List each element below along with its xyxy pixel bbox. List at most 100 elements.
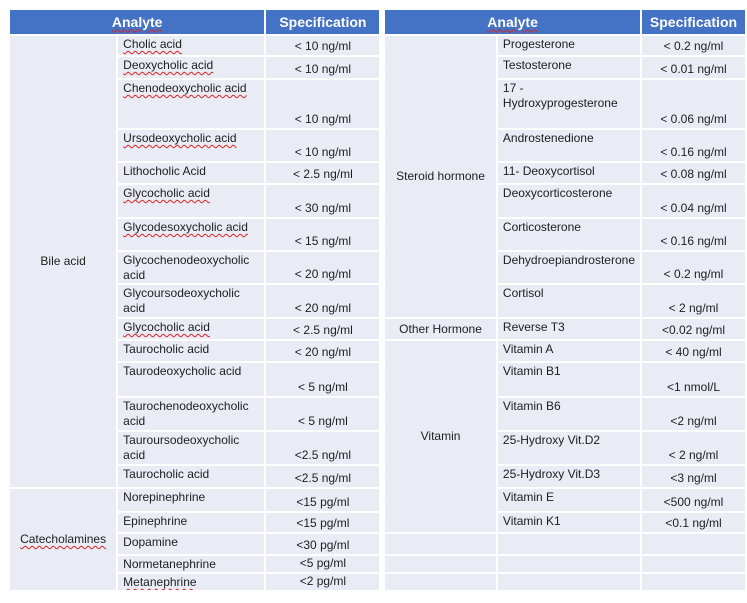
analyte-name-text: Vitamin K1 — [502, 514, 561, 528]
specification-value: <2 ng/ml — [640, 396, 747, 432]
column-gap — [380, 218, 385, 251]
specification-value: < 0.16 ng/ml — [640, 217, 747, 252]
table-row: Glycoursodeoxycholic acid < 20 ng/ml Corti… — [9, 283, 747, 319]
specification-value: <500 ng/ml — [640, 487, 747, 513]
specification-value: < 0.04 ng/ml — [640, 183, 747, 219]
specification-value: < 0.2 ng/ml — [640, 34, 747, 57]
empty-cell — [383, 532, 498, 556]
column-gap — [380, 431, 385, 465]
analyte-name-text: Glycochenodeoxycholic acid — [123, 253, 250, 282]
analyte-name-text: Glycodesoxycholic acid — [123, 220, 248, 234]
table-row: Epinephrine <15 pg/ml Vitamin K1 <0.1 ng/ml — [9, 511, 747, 534]
analyte-name-text: 25-Hydroxy Vit.D3 — [502, 467, 601, 481]
specification-value-text: < 0.01 ng/ml — [660, 62, 727, 76]
specification-value-text: < 2 ng/ml — [668, 301, 719, 315]
analyte-name: Lithocholic Acid — [116, 161, 267, 185]
specification-value: < 20 ng/ml — [264, 250, 382, 285]
analyte-name-text: Taurodeoxycholic acid — [123, 364, 242, 378]
column-gap — [380, 318, 385, 340]
analyte-name: Norepinephrine — [116, 487, 267, 513]
specification-value-text: < 10 ng/ml — [294, 39, 352, 53]
column-gap — [380, 573, 385, 591]
specification-value-text: < 2.5 ng/ml — [293, 167, 353, 181]
analyte-name: Epinephrine — [116, 511, 267, 534]
empty-cell — [495, 554, 643, 574]
analyte-name: Chenodeoxycholic acid — [116, 78, 267, 130]
specification-value: <2.5 ng/ml — [264, 430, 382, 466]
analyte-name: Glycochenodeoxycholic acid — [116, 250, 267, 285]
analyte-name: Dopamine — [116, 532, 267, 556]
header-analyte-right: Analyte — [383, 8, 642, 36]
specification-value: < 20 ng/ml — [264, 339, 382, 363]
specification-value-text: <3 ng/ml — [670, 471, 717, 485]
analyte-name: Corticosterone — [495, 217, 643, 252]
specification-value-text: <0.1 ng/ml — [665, 516, 722, 530]
specification-value-text: <15 pg/ml — [296, 495, 350, 509]
column-gap — [380, 512, 385, 533]
analyte-name-text: Deoxycorticosterone — [502, 186, 613, 200]
group-label: Catecholamines — [7, 487, 119, 592]
analyte-name: 17 - Hydroxyprogesterone — [495, 78, 643, 130]
analyte-name-text: Testosterone — [502, 58, 572, 72]
specification-value-text: < 10 ng/ml — [294, 112, 352, 126]
empty-cell — [383, 554, 498, 574]
column-gap — [380, 284, 385, 318]
specification-value: <5 pg/ml — [264, 554, 382, 574]
analyte-name-text: Normetanephrine — [123, 557, 216, 571]
analyte-name-text: Norepinephrine — [123, 490, 206, 504]
analyte-name: Normetanephrine — [116, 554, 267, 574]
specification-value-text: < 10 ng/ml — [294, 145, 352, 159]
analyte-name-text: Cortisol — [502, 286, 544, 300]
analyte-name: 25-Hydroxy Vit.D2 — [495, 430, 643, 466]
analyte-name-text: Vitamin E — [502, 490, 555, 504]
analyte-name: Tauroursodeoxycholic acid — [116, 430, 267, 466]
specification-value-text: < 0.16 ng/ml — [660, 145, 727, 159]
column-gap — [380, 9, 385, 35]
analyte-name-text: Taurochenodeoxycholic acid — [123, 399, 249, 428]
analyte-name: Deoxycholic acid — [116, 55, 267, 80]
analyte-name-text: Taurocholic acid — [123, 467, 210, 481]
analyte-name-text: Glycoursodeoxycholic acid — [123, 286, 240, 315]
analyte-name: Vitamin B6 — [495, 396, 643, 432]
header-analyte-label: Analyte — [111, 13, 163, 30]
table-row: Taurocholic acid <2.5 ng/ml 25-Hydroxy Vi… — [9, 464, 747, 489]
table-row: Glycodesoxycholic acid < 15 ng/ml Corticos… — [9, 217, 747, 252]
analyte-specification-table: Analyte Specification Analyte Specificat… — [7, 8, 747, 592]
column-gap — [380, 555, 385, 573]
specification-value: <0.02 ng/ml — [640, 317, 747, 341]
specification-value-text: < 20 ng/ml — [294, 345, 352, 359]
specification-value: < 5 ng/ml — [264, 361, 382, 398]
specification-value: < 30 ng/ml — [264, 183, 382, 219]
specification-value-text: < 0.2 ng/ml — [663, 39, 724, 53]
specification-value-text: < 0.2 ng/ml — [663, 267, 724, 281]
specification-value-text: < 30 ng/ml — [294, 201, 352, 215]
analyte-name-text: Corticosterone — [502, 220, 581, 234]
analyte-name-text: Reverse T3 — [502, 320, 565, 334]
specification-value: < 2 ng/ml — [640, 430, 747, 466]
analyte-name: Androstenedione — [495, 128, 643, 163]
column-gap — [380, 129, 385, 162]
analyte-name: Dehydroepiandrosterone — [495, 250, 643, 285]
specification-value-text: <5 pg/ml — [299, 556, 347, 570]
specification-value-text: <15 pg/ml — [296, 516, 350, 530]
specification-value-text: < 2 ng/ml — [668, 448, 719, 462]
group-label-text: Steroid hormone — [396, 169, 485, 183]
table-row: Glycocholic acid < 2.5 ng/ml Other Hormone… — [9, 317, 747, 341]
table-row: Chenodeoxycholic acid < 10 ng/ml 17 - Hydr… — [9, 78, 747, 130]
table-row: Glycochenodeoxycholic acid < 20 ng/ml Dehy… — [9, 250, 747, 285]
analyte-name: Reverse T3 — [495, 317, 643, 341]
analyte-name-text: Ursodeoxycholic acid — [123, 131, 237, 145]
analyte-name: Vitamin E — [495, 487, 643, 513]
specification-value: < 10 ng/ml — [264, 55, 382, 80]
analyte-name-text: Cholic acid — [123, 37, 182, 51]
analyte-name: Metanephrine — [116, 572, 267, 592]
analyte-name: 25-Hydroxy Vit.D3 — [495, 464, 643, 489]
specification-value-text: <1 nmol/L — [666, 380, 721, 394]
analyte-name-text: Dehydroepiandrosterone — [502, 253, 635, 267]
specification-value-text: < 0.16 ng/ml — [660, 234, 727, 248]
specification-value-text: < 0.04 ng/ml — [660, 201, 727, 215]
column-gap — [380, 340, 385, 362]
specification-value-text: <500 ng/ml — [663, 495, 724, 509]
analyte-name: Taurocholic acid — [116, 464, 267, 489]
specification-value: < 0.2 ng/ml — [640, 250, 747, 285]
